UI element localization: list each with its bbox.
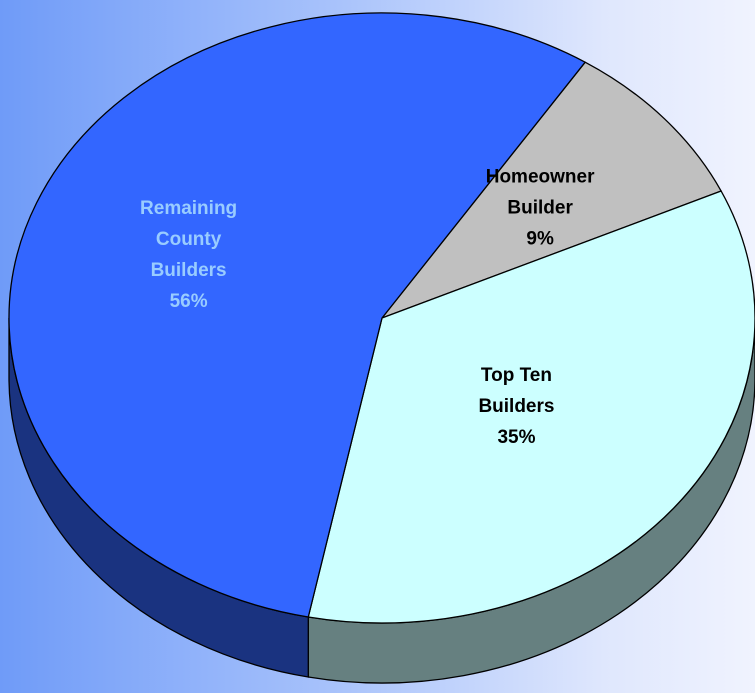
pie-slice-2 — [8, 12, 586, 618]
pie-slice-label-line: Remaining — [140, 198, 237, 219]
pie-slice-label-line: Builder — [507, 197, 573, 218]
pie-slice-label-0: Homeowner Builder 9% — [486, 166, 595, 249]
pie-slice-label-line: Top Ten — [481, 365, 552, 386]
pie-slice-label-line: Builders — [151, 260, 227, 281]
pie-slice-label-line: Homeowner — [486, 166, 595, 187]
pie-slices — [8, 12, 755, 624]
pie-slice-label-2: Remaining County Builders 56% — [140, 198, 237, 312]
pie-slice-0 — [381, 61, 722, 319]
pie-slice-label-1: Top Ten Builders 35% — [478, 365, 554, 448]
pie-slice-label-line: Builders — [478, 396, 554, 417]
pie-slice-1 — [307, 190, 755, 624]
pie-slice-label-line: 56% — [170, 291, 208, 312]
pie-slice-label-line: 9% — [526, 228, 554, 249]
pie-labels: Homeowner Builder 9% Top Ten Builders 35% Rema… — [140, 166, 595, 448]
pie-slice-label-line: County — [156, 229, 222, 250]
pie-slice-label-line: 35% — [497, 427, 535, 448]
